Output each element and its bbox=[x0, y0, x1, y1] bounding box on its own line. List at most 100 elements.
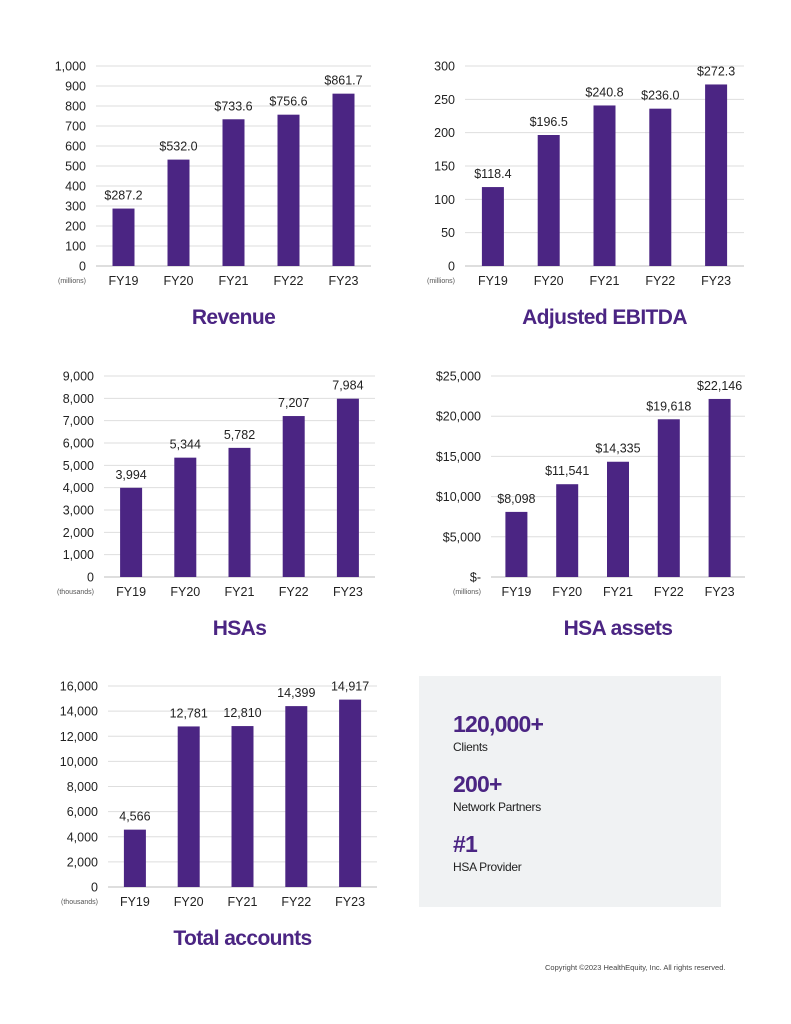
stat-network-partners: 200+ Network Partners bbox=[453, 772, 541, 815]
data-label: $196.5 bbox=[530, 115, 568, 129]
chart-plot: 0 2,000 4,000 6,000 8,000 10,000 12,000 14,000 1… bbox=[60, 680, 377, 909]
y-tick-label: 2,000 bbox=[63, 526, 94, 540]
bar-fy19 bbox=[112, 208, 135, 266]
data-label: $733.6 bbox=[214, 99, 252, 113]
stat-value: 200+ bbox=[453, 771, 502, 797]
bar-fy23 bbox=[339, 699, 362, 887]
x-tick-label: FY21 bbox=[219, 274, 249, 288]
y-tick-label: 2,000 bbox=[67, 855, 98, 869]
y-tick-label: 8,000 bbox=[63, 392, 94, 406]
bar-fy23 bbox=[708, 398, 731, 577]
y-tick-label: 4,000 bbox=[67, 830, 98, 844]
y-tick-label: 1,000 bbox=[63, 548, 94, 562]
adjusted-ebitda-chart: 0 50 100 150 200 250 300 (millions) $118.4 FY19 $1… bbox=[395, 50, 791, 350]
data-label: $861.7 bbox=[324, 74, 362, 88]
y-tick-label: 200 bbox=[434, 126, 455, 140]
x-tick-label: FY21 bbox=[603, 585, 633, 599]
bar-fy20 bbox=[556, 484, 579, 577]
bar-fy19 bbox=[123, 829, 146, 887]
bar-fy23 bbox=[332, 93, 355, 266]
data-label: $756.6 bbox=[269, 95, 307, 109]
y-tick-label: 0 bbox=[79, 260, 86, 274]
y-tick-label: 4,000 bbox=[63, 481, 94, 495]
bar-fy21 bbox=[593, 105, 616, 266]
x-tick-label: FY21 bbox=[228, 895, 258, 909]
x-tick-label: FY23 bbox=[329, 274, 359, 288]
y-tick-label: 12,000 bbox=[60, 730, 98, 744]
bar-fy20 bbox=[177, 726, 200, 887]
data-label: $8,098 bbox=[497, 492, 535, 506]
y-tick-label: 0 bbox=[87, 571, 94, 585]
y-tick-label: 300 bbox=[434, 60, 455, 74]
bar-fy22 bbox=[282, 416, 305, 577]
bar-fy19 bbox=[120, 487, 143, 577]
y-tick-label: $5,000 bbox=[443, 530, 481, 544]
stat-label: Network Partners bbox=[453, 800, 541, 814]
bar-fy20 bbox=[174, 457, 197, 577]
bar-fy21 bbox=[222, 119, 245, 266]
x-tick-label: FY23 bbox=[701, 274, 731, 288]
y-tick-label: 0 bbox=[91, 881, 98, 895]
data-label: 7,207 bbox=[278, 396, 309, 410]
bar-fy22 bbox=[277, 114, 300, 267]
chart-plot: 0 100 200 300 400 500 600 700 800 900 1,000 (millio… bbox=[55, 60, 371, 288]
y-tick-label: 6,000 bbox=[63, 437, 94, 451]
y-tick-label: 7,000 bbox=[63, 414, 94, 428]
data-label: $19,618 bbox=[646, 399, 691, 413]
stat-hsa-provider: #1 HSA Provider bbox=[453, 832, 522, 875]
x-tick-label: FY22 bbox=[281, 895, 311, 909]
data-label: 7,984 bbox=[332, 379, 363, 393]
chart-title: HSA assets bbox=[563, 617, 673, 640]
x-tick-label: FY22 bbox=[274, 274, 304, 288]
x-tick-label: FY20 bbox=[174, 895, 204, 909]
data-label: $287.2 bbox=[104, 189, 142, 203]
x-tick-label: FY22 bbox=[654, 585, 684, 599]
x-tick-label: FY20 bbox=[552, 585, 582, 599]
y-tick-label: $25,000 bbox=[436, 370, 481, 384]
x-tick-label: FY19 bbox=[501, 585, 531, 599]
chart-plot: $- $5,000 $10,000 $15,000 $20,000 $25,000 (mil… bbox=[436, 370, 745, 599]
bar-fy20 bbox=[167, 159, 190, 266]
y-tick-label: 700 bbox=[65, 120, 86, 134]
x-tick-label: FY21 bbox=[590, 274, 620, 288]
x-tick-label: FY21 bbox=[225, 585, 255, 599]
y-tick-label: 8,000 bbox=[67, 780, 98, 794]
bar-fy23 bbox=[705, 84, 728, 266]
chart-title: HSAs bbox=[212, 617, 267, 640]
chart-title: Total accounts bbox=[173, 927, 312, 950]
y-tick-label: $10,000 bbox=[436, 490, 481, 504]
stat-label: Clients bbox=[453, 740, 488, 754]
stat-value: 120,000+ bbox=[453, 711, 544, 737]
x-tick-label: FY23 bbox=[335, 895, 365, 909]
data-label: 14,399 bbox=[277, 686, 315, 700]
bar-fy21 bbox=[607, 461, 629, 577]
y-tick-label: $20,000 bbox=[436, 410, 481, 424]
x-tick-label: FY23 bbox=[705, 585, 735, 599]
y-tick-label: 150 bbox=[434, 160, 455, 174]
bar-fy19 bbox=[481, 187, 504, 266]
x-tick-label: FY20 bbox=[534, 274, 564, 288]
total-accounts-chart: 0 2,000 4,000 6,000 8,000 10,000 12,000 14,000 1… bbox=[0, 670, 395, 970]
data-label: $272.3 bbox=[697, 64, 735, 78]
bar-fy22 bbox=[657, 419, 680, 577]
bar-fy21 bbox=[231, 726, 254, 887]
data-label: 5,782 bbox=[224, 428, 255, 442]
y-tick-label: 5,000 bbox=[63, 459, 94, 473]
data-label: 3,994 bbox=[115, 468, 146, 482]
stat-label: HSA Provider bbox=[453, 860, 522, 874]
bar-fy22 bbox=[285, 706, 308, 887]
x-tick-label: FY19 bbox=[478, 274, 508, 288]
hsa-assets-chart: $- $5,000 $10,000 $15,000 $20,000 $25,000 (mil… bbox=[395, 360, 791, 660]
unit-label: (millions) bbox=[427, 278, 455, 285]
y-tick-label: $- bbox=[470, 571, 481, 585]
y-tick-label: 3,000 bbox=[63, 504, 94, 518]
y-tick-label: 14,000 bbox=[60, 705, 98, 719]
bar-fy22 bbox=[649, 108, 672, 266]
unit-label: (thousands) bbox=[57, 589, 94, 596]
data-label: $236.0 bbox=[641, 89, 679, 103]
y-tick-label: 800 bbox=[65, 100, 86, 114]
y-tick-label: 900 bbox=[65, 80, 86, 94]
y-tick-label: 1,000 bbox=[55, 60, 86, 74]
bar-fy23 bbox=[336, 398, 359, 577]
unit-label: (millions) bbox=[453, 589, 481, 596]
